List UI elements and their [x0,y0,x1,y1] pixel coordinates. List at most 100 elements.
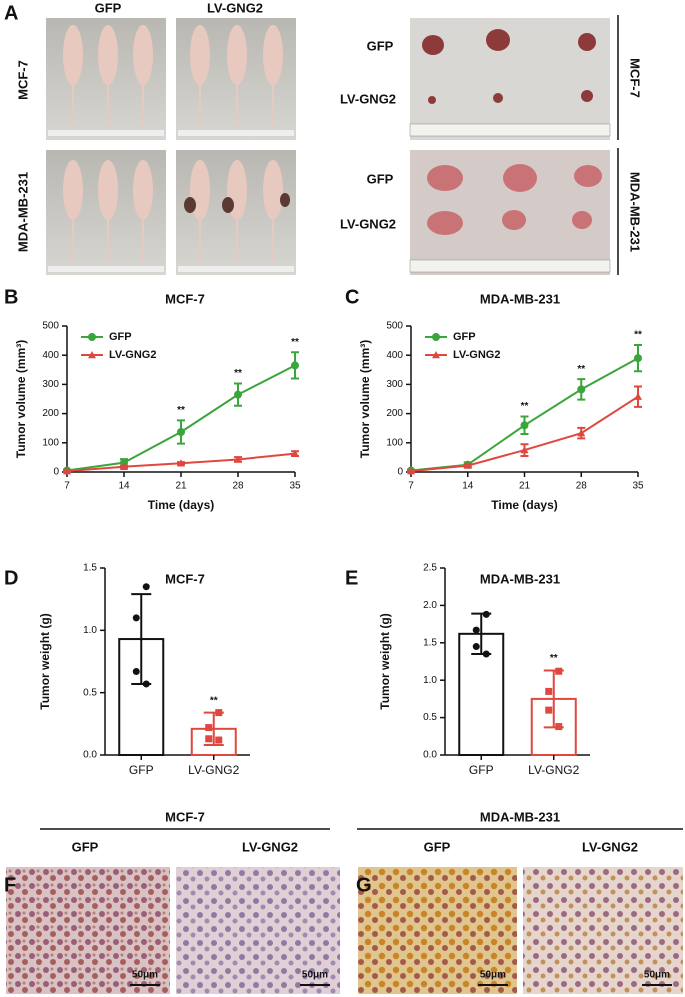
tumor-photos [409,15,619,275]
annotation: ** [210,695,218,706]
marker [555,667,563,675]
marker [432,351,440,359]
column-label: GFP [72,839,99,854]
panel-letter: C [345,286,359,308]
row-label: MCF-7 [15,60,30,100]
marker [291,361,299,370]
x-tick-label: LV-GNG2 [528,763,579,777]
marker [634,392,642,400]
x-tick-label: 21 [519,481,531,492]
marker [520,446,529,454]
panel-letter: E [345,567,358,589]
y-tick-label: 400 [42,350,59,361]
series-line [66,364,296,472]
legend-label: LV-GNG2 [109,349,156,361]
column-label: LV-GNG2 [582,839,638,854]
marker [88,351,96,359]
marker [215,736,223,744]
marker [120,462,128,470]
marker [132,614,140,622]
x-tick-label: LV-GNG2 [188,763,239,777]
y-axis-label: Tumor volume (mm³) [14,340,28,458]
y-tick-label: 0.0 [83,750,97,761]
x-tick-label: 7 [64,481,70,492]
column-label: LV-GNG2 [207,0,263,15]
legend-label: GFP [109,331,132,343]
panel-letter: G [356,874,372,896]
panel-letter: A [4,2,18,24]
x-tick-label: 14 [462,481,474,492]
annotation: ** [577,364,585,375]
marker [577,385,586,394]
y-tick-label: 0 [53,467,59,478]
scale-bar-label: 50μm [480,970,506,981]
group-label: MDA-MB-231 [628,172,643,252]
panel-letter: F [4,874,16,896]
annotation: ** [521,401,529,412]
marker [482,650,490,658]
y-tick-label: 1.0 [83,625,97,636]
row-label: LV-GNG2 [340,91,396,106]
y-tick-label: 300 [42,379,59,390]
y-tick-label: 200 [386,408,403,419]
y-axis-label: Tumor weight (g) [378,613,392,709]
scale-bar-label: 50μm [302,970,328,981]
y-tick-label: 0.5 [83,687,97,698]
y-tick-label: 2.0 [423,600,437,611]
y-tick-label: 200 [42,408,59,419]
marker [88,333,96,341]
y-tick-label: 500 [42,321,59,332]
marker [234,455,242,463]
x-tick-label: 14 [118,481,130,492]
legend-label: GFP [453,331,476,343]
x-tick-label: 35 [289,481,301,492]
x-tick-label: 7 [408,481,414,492]
chart-title: MDA-MB-231 [480,291,560,306]
marker [482,610,490,618]
column-label: GFP [424,839,451,854]
marker [407,467,415,475]
annotation: ** [291,337,299,348]
annotation: ** [177,405,185,416]
marker [463,461,472,469]
panel-letter: D [4,567,18,589]
y-tick-label: 100 [42,437,59,448]
marker [555,723,563,731]
y-tick-label: 100 [386,437,403,448]
x-axis-label: Time (days) [148,498,214,512]
marker [545,687,553,695]
annotation: ** [550,653,558,664]
y-axis-label: Tumor volume (mm³) [358,340,372,458]
y-tick-label: 0.0 [423,750,437,761]
panel-letter: B [4,286,18,308]
scale-bar-label: 50μm [132,970,158,981]
y-tick-label: 0 [397,467,403,478]
y-tick-label: 300 [386,379,403,390]
group-label: MCF-7 [628,58,643,98]
y-tick-label: 2.5 [423,563,437,574]
y-tick-label: 1.5 [83,563,97,574]
scale-bar-label: 50μm [644,970,670,981]
column-label: LV-GNG2 [242,839,298,854]
row-label: GFP [367,38,394,53]
marker [205,735,213,743]
marker [142,583,150,591]
marker [545,706,553,714]
y-axis-label: Tumor weight (g) [38,613,52,709]
mouse-photos [46,18,296,275]
row-label: MDA-MB-231 [15,172,30,252]
marker [205,724,213,732]
marker [142,680,150,688]
x-tick-label: 21 [175,481,187,492]
marker [634,354,642,363]
chart-title: MCF-7 [165,571,205,586]
chart-title: MDA-MB-231 [480,571,560,586]
marker [215,709,223,717]
marker [432,333,440,341]
marker [291,449,299,457]
x-tick-label: 35 [632,481,644,492]
marker [177,427,185,436]
panel-title: MCF-7 [165,809,205,824]
y-tick-label: 1.0 [423,675,437,686]
